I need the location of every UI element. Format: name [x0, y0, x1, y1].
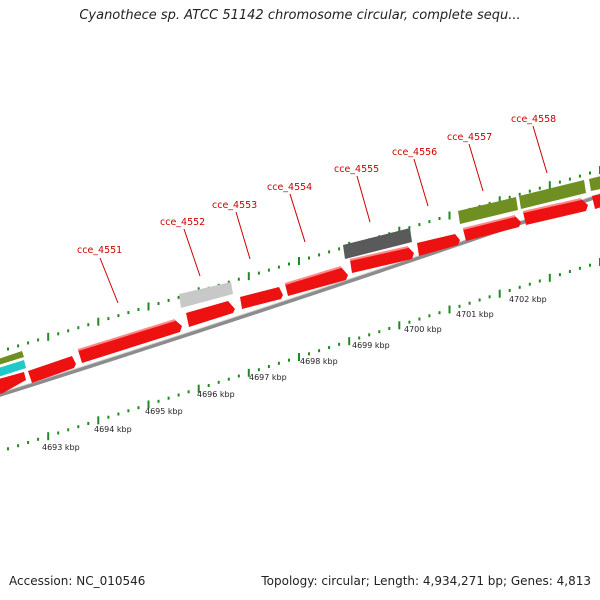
callout-line [356, 175, 371, 223]
kbp-label: 4696 kbp [197, 390, 235, 399]
gene-label[interactable]: cce_4554 [267, 182, 312, 193]
summary-text: Topology: circular; Length: 4,934,271 bp… [261, 574, 591, 588]
gene-label[interactable]: cce_4555 [334, 164, 379, 175]
gene-feature[interactable] [240, 287, 283, 309]
kbp-label: 4699 kbp [352, 341, 390, 350]
map-title: Cyanothece sp. ATCC 51142 chromosome cir… [79, 8, 521, 23]
light-gray-feature[interactable] [179, 282, 233, 308]
gene-feature[interactable] [417, 234, 460, 256]
gene-feature[interactable] [463, 216, 521, 241]
gene-feature-edge [462, 215, 516, 230]
kbp-label: 4697 kbp [249, 373, 287, 382]
accession-text: Accession: NC_010546 [9, 574, 146, 588]
kbp-label: 4700 kbp [404, 325, 442, 334]
gene-feature-edge [349, 246, 409, 261]
olive-feature[interactable] [519, 180, 586, 209]
kbp-label: 4698 kbp [300, 357, 338, 366]
olive-feature[interactable] [458, 197, 518, 224]
kbp-label: 4701 kbp [456, 310, 494, 319]
gene-feature[interactable] [186, 301, 235, 327]
callout-line [413, 158, 429, 207]
gene-track [0, 193, 600, 395]
gene-callouts [99, 125, 548, 304]
gene-feature[interactable] [350, 247, 414, 273]
gene-labels: cce_4551 cce_4552 cce_4553 cce_4554 cce_… [77, 114, 556, 256]
callout-line [99, 257, 119, 304]
dark-gray-feature[interactable] [343, 228, 412, 259]
cyan-feature[interactable] [0, 360, 26, 378]
gene-feature-edge [522, 198, 582, 213]
gene-feature[interactable] [0, 372, 26, 395]
callout-line [235, 211, 251, 260]
gene-feature[interactable] [523, 199, 588, 225]
gene-label[interactable]: cce_4558 [511, 114, 556, 125]
gene-feature[interactable] [78, 320, 182, 363]
scale-labels: 4693 kbp 4694 kbp 4695 kbp 4696 kbp 4697… [42, 295, 547, 452]
gene-label[interactable]: cce_4556 [392, 147, 437, 158]
gene-label[interactable]: cce_4557 [447, 132, 492, 143]
olive-feature[interactable] [0, 351, 24, 366]
sequence-backbone [0, 193, 600, 397]
gene-feature[interactable] [285, 267, 348, 296]
olive-feature[interactable] [589, 175, 600, 191]
kbp-label: 4694 kbp [94, 425, 132, 434]
upper-tick-track [7, 166, 600, 351]
sequence-backbone-highlight [0, 192, 600, 394]
kbp-label: 4702 kbp [509, 295, 547, 304]
callout-line [532, 125, 548, 174]
callout-line [289, 193, 306, 243]
kbp-label: 4695 kbp [145, 407, 183, 416]
gene-label[interactable]: cce_4551 [77, 245, 122, 256]
gene-feature[interactable] [592, 193, 600, 209]
callout-line [183, 228, 201, 277]
kbp-label: 4693 kbp [42, 443, 80, 452]
feature-track [0, 175, 600, 378]
gene-feature-edge [284, 266, 342, 285]
callout-line [468, 143, 484, 192]
gene-feature-edge [77, 319, 176, 351]
gene-label[interactable]: cce_4553 [212, 200, 257, 211]
gene-label[interactable]: cce_4552 [160, 217, 205, 228]
gene-feature[interactable] [28, 356, 76, 383]
lower-tick-track [7, 258, 600, 451]
